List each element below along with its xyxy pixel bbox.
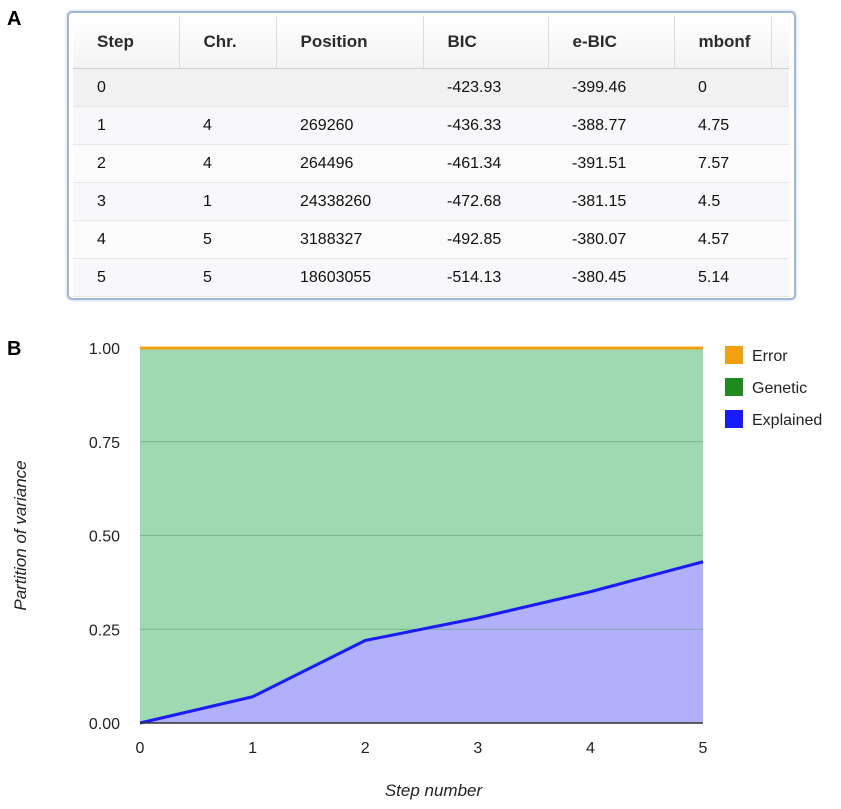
panel-label-b: B [7, 338, 22, 360]
cell-mbonf: 4.57 [674, 220, 771, 259]
legend-label: Error [752, 348, 788, 365]
cell-spacer [771, 182, 789, 221]
x-tick-label: 3 [473, 740, 482, 757]
variance-partition-chart: 0.000.250.500.751.000 1 2 3 4 5 ErrorGeneticE… [11, 341, 822, 800]
y-tick-label: 0.00 [89, 716, 120, 733]
x-tick-label: 5 [699, 740, 708, 757]
cell-spacer [771, 106, 789, 145]
column-header-spacer [771, 16, 789, 69]
cell-bic: -423.93 [423, 68, 548, 107]
y-tick-label: 0.50 [89, 529, 120, 546]
column-header-chr[interactable]: Chr. [179, 16, 277, 69]
cell-ebic: -391.51 [548, 144, 674, 183]
cell-ebic: -380.45 [548, 258, 674, 297]
plot-area [139, 346, 704, 725]
column-header-bic[interactable]: BIC [423, 16, 549, 69]
x-tick-label: 2 [361, 740, 370, 757]
cell-chr: 1 [179, 182, 276, 221]
cell-step: 5 [73, 258, 179, 297]
cell-bic: -472.68 [423, 182, 548, 221]
table-row[interactable]: 3 1 24338260 -472.68 -381.15 4.5 [73, 182, 789, 221]
cell-step: 2 [73, 144, 179, 183]
cell-bic: -461.34 [423, 144, 548, 183]
cell-position: 18603055 [276, 258, 423, 297]
cell-step: 1 [73, 106, 179, 145]
panel-label-a: A [7, 8, 22, 30]
cell-position: 269260 [276, 106, 423, 145]
x-axis-title: Step number [385, 781, 484, 800]
legend-swatch [725, 346, 743, 364]
cell-mbonf: 4.75 [674, 106, 771, 145]
column-header-ebic[interactable]: e-BIC [548, 16, 675, 69]
table-row[interactable]: 2 4 264496 -461.34 -391.51 7.57 [73, 144, 789, 183]
table-row[interactable]: 0 -423.93 -399.46 0 [73, 68, 789, 107]
legend-swatch [725, 378, 743, 396]
cell-chr [179, 68, 276, 107]
series-line-explained [139, 560, 704, 725]
table-row[interactable]: 4 5 3188327 -492.85 -380.07 4.57 [73, 220, 789, 259]
cell-position: 264496 [276, 144, 423, 183]
y-tick-label: 0.75 [89, 435, 120, 452]
axes: 0.00 0.25 0.50 0.75 1.00 0 1 2 3 4 5 [89, 341, 708, 757]
cell-step: 0 [73, 68, 179, 107]
cell-step: 4 [73, 220, 179, 259]
y-tick-label: 1.00 [89, 341, 120, 358]
cell-mbonf: 7.57 [674, 144, 771, 183]
cell-position: 3188327 [276, 220, 423, 259]
legend-swatch [725, 410, 743, 428]
cell-chr: 4 [179, 144, 276, 183]
table-header-row: Step Chr. Position BIC e-BIC mbonf [73, 16, 789, 69]
cell-chr: 5 [179, 258, 276, 297]
legend-label: Genetic [752, 380, 807, 397]
legend-item: Explained [725, 410, 822, 429]
cell-chr: 4 [179, 106, 276, 145]
cell-bic: -492.85 [423, 220, 548, 259]
column-header-mbonf[interactable]: mbonf [674, 16, 772, 69]
y-axis-title: Partition of variance [11, 460, 30, 610]
cell-mbonf: 0 [674, 68, 771, 107]
results-table-frame: Step Chr. Position BIC e-BIC mbonf 0 -42… [67, 11, 796, 300]
results-table: Step Chr. Position BIC e-BIC mbonf 0 -42… [73, 16, 789, 297]
cell-position: 24338260 [276, 182, 423, 221]
cell-spacer [771, 144, 789, 183]
cell-spacer [771, 68, 789, 107]
cell-chr: 5 [179, 220, 276, 259]
table-row[interactable]: 1 4 269260 -436.33 -388.77 4.75 [73, 106, 789, 145]
cell-step: 3 [73, 182, 179, 221]
chart-legend: Error Genetic Explained [725, 346, 822, 429]
table-row[interactable]: 5 5 18603055 -514.13 -380.45 5.14 [73, 258, 789, 297]
cell-ebic: -380.07 [548, 220, 674, 259]
cell-bic: -514.13 [423, 258, 548, 297]
cell-position [276, 68, 423, 107]
cell-ebic: -381.15 [548, 182, 674, 221]
cell-mbonf: 5.14 [674, 258, 771, 297]
cell-spacer [771, 220, 789, 259]
cell-bic: -436.33 [423, 106, 548, 145]
legend-item: Genetic [725, 378, 807, 397]
y-tick-label: 0.25 [89, 622, 120, 639]
x-tick-label: 0 [136, 740, 145, 757]
x-tick-label: 4 [586, 740, 595, 757]
column-header-step[interactable]: Step [73, 16, 180, 69]
cell-ebic: -388.77 [548, 106, 674, 145]
column-header-position[interactable]: Position [276, 16, 424, 69]
legend-label: Explained [752, 412, 822, 429]
results-table-container: Step Chr. Position BIC e-BIC mbonf 0 -42… [73, 16, 789, 297]
legend-item: Error [725, 346, 788, 365]
cell-mbonf: 4.5 [674, 182, 771, 221]
cell-ebic: -399.46 [548, 68, 674, 107]
x-tick-label: 1 [248, 740, 257, 757]
series-area-explained [140, 561, 703, 723]
cell-spacer [771, 258, 789, 297]
